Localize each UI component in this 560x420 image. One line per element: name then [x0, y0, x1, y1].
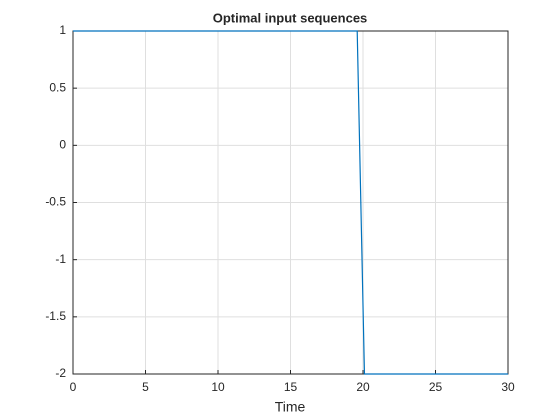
chart-title: Optimal input sequences [213, 10, 368, 25]
x-axis-label: Time [275, 399, 306, 415]
x-tick-label: 15 [284, 380, 298, 394]
x-tick-label: 25 [429, 380, 443, 394]
x-tick-label: 10 [211, 380, 225, 394]
y-tick-label: 0 [59, 138, 66, 152]
y-tick-label: -1.5 [45, 309, 66, 323]
x-tick-label: 5 [142, 380, 149, 394]
x-tick-label: 30 [501, 380, 515, 394]
data-line [73, 30, 508, 375]
x-tick-label: 20 [356, 380, 370, 394]
y-tick-label: 1 [59, 23, 66, 37]
y-tick-label: 0.5 [49, 80, 66, 94]
y-tick-label: -1 [55, 252, 66, 266]
y-tick-label: -0.5 [45, 195, 66, 209]
y-tick-label: -2 [55, 366, 66, 380]
x-tick-label: 0 [70, 380, 77, 394]
